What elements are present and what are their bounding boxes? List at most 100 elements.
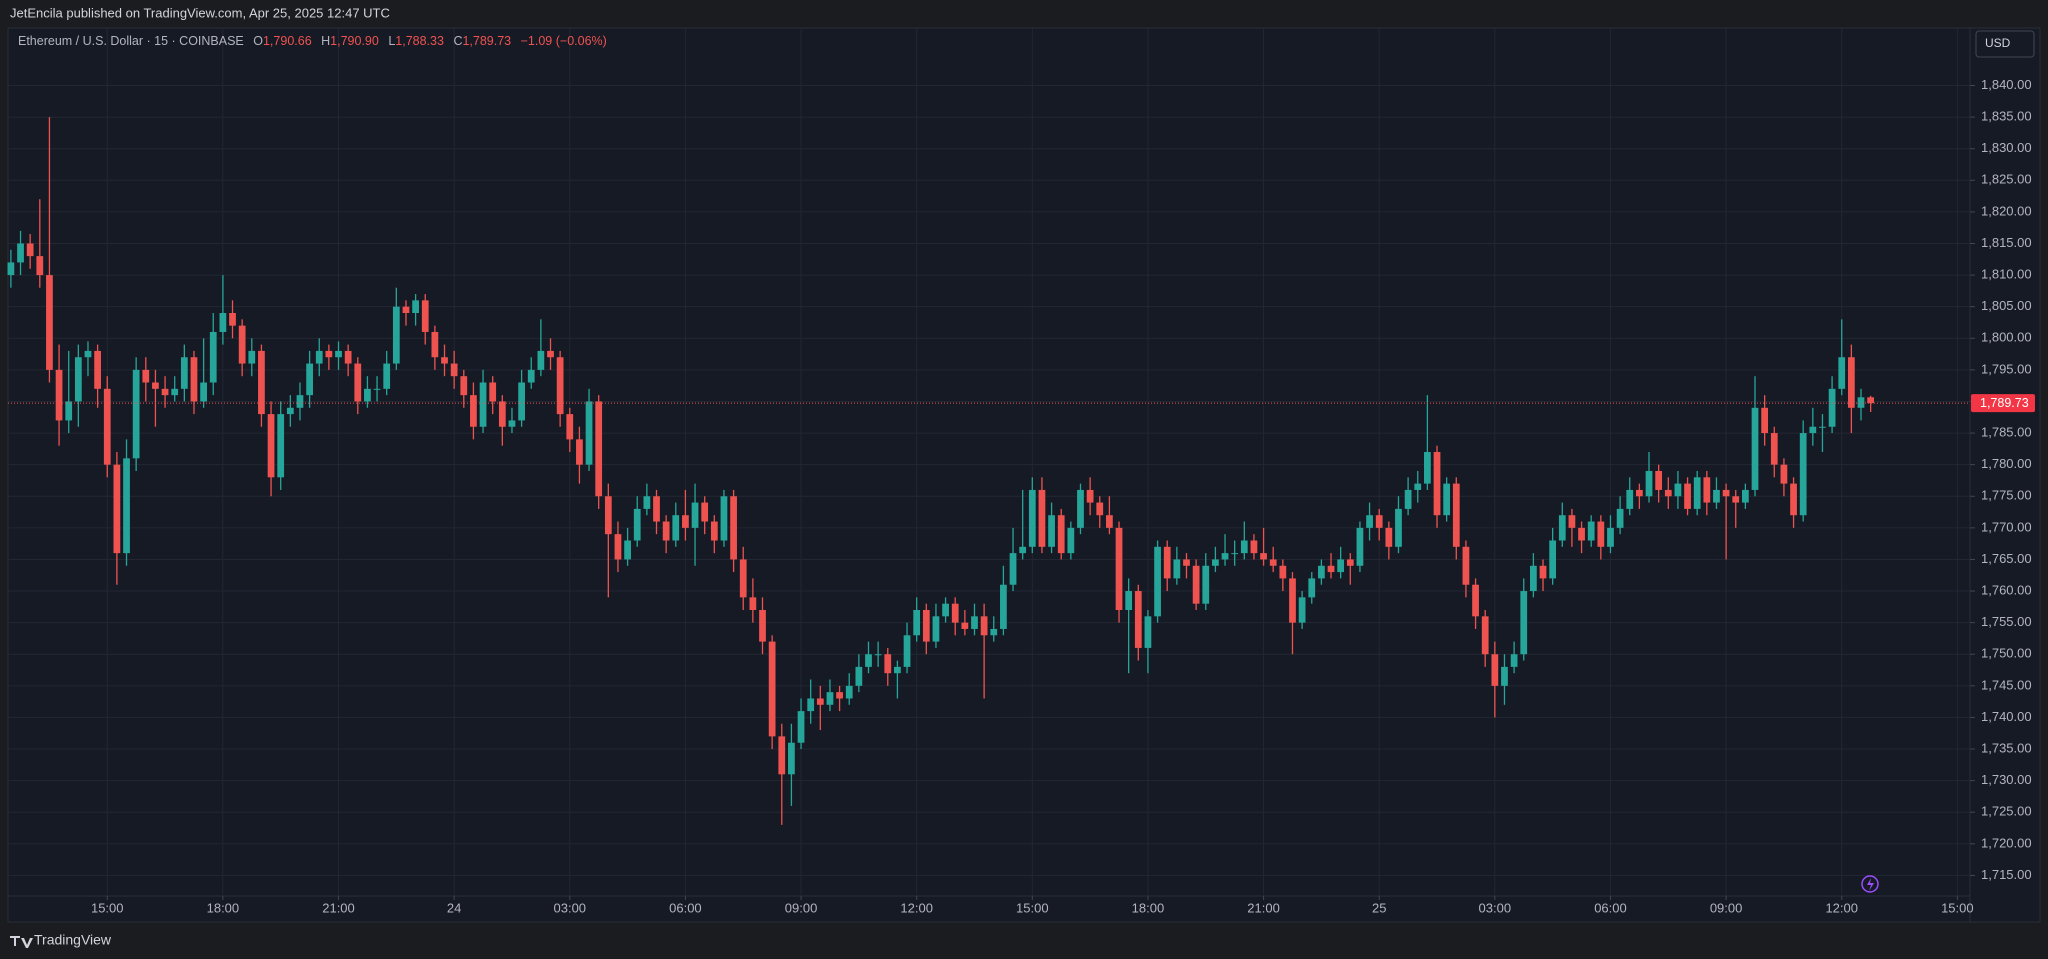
candle-body	[1867, 397, 1875, 404]
y-tick-label: 1,720.00	[1981, 835, 2032, 850]
candle-body	[951, 603, 959, 623]
candle-body	[1154, 546, 1161, 617]
candle-body	[1433, 452, 1441, 516]
last-price-label: 1,789.73	[1980, 396, 2029, 410]
candle-body	[1395, 508, 1402, 547]
candle-body	[1520, 591, 1528, 655]
candle-body	[1019, 546, 1027, 554]
candle-body	[1443, 483, 1451, 516]
candle-body	[1424, 452, 1431, 484]
candle-body	[1819, 426, 1826, 428]
candle-body	[65, 401, 73, 421]
candle-body	[682, 515, 689, 528]
candle-body	[383, 363, 391, 389]
candle-body	[1260, 553, 1267, 560]
x-tick-label: 15:00	[91, 900, 124, 915]
candle-body	[1115, 527, 1123, 611]
candle-body	[84, 350, 92, 358]
candle-body	[797, 711, 805, 743]
candle-body	[1558, 515, 1566, 541]
candle-body	[585, 401, 593, 465]
candle-body	[1192, 565, 1200, 604]
y-tick-label: 1,835.00	[1981, 109, 2032, 124]
y-tick-label: 1,830.00	[1981, 140, 2032, 155]
candle-body	[1269, 559, 1277, 566]
candle-body	[171, 388, 179, 396]
candle-body	[672, 515, 680, 541]
candle-body	[479, 382, 487, 427]
close-value: 1,789.73	[462, 34, 511, 48]
candle-body	[1318, 565, 1325, 579]
candle-body	[219, 312, 227, 332]
x-tick-label: 21:00	[322, 900, 355, 915]
candle-body	[662, 521, 670, 541]
y-tick-label: 1,775.00	[1981, 488, 2032, 503]
candle-body	[248, 350, 256, 364]
candle-body	[1741, 489, 1749, 503]
y-tick-label: 1,815.00	[1981, 235, 2032, 250]
candle-body	[1038, 489, 1046, 547]
candle-body	[1693, 477, 1701, 509]
candle-body	[431, 331, 439, 358]
candle-body	[152, 382, 159, 389]
lightning-bolt	[1867, 878, 1874, 891]
candle-body	[1655, 470, 1663, 490]
candle-body	[1501, 666, 1508, 686]
x-tick-label: 06:00	[669, 900, 702, 915]
candle-body	[653, 496, 660, 522]
candle-body	[1539, 565, 1547, 579]
candle-body	[595, 401, 603, 497]
candle-body	[894, 666, 901, 674]
candle-body	[1761, 407, 1769, 434]
candle-body	[103, 388, 111, 465]
candle-body	[1048, 515, 1055, 547]
candle-body	[1549, 540, 1557, 579]
candle-body	[1366, 515, 1373, 528]
candle-body	[200, 382, 207, 402]
y-tick-label: 1,740.00	[1981, 709, 2032, 724]
lightning-icon[interactable]	[1861, 875, 1879, 893]
candle-body	[980, 616, 988, 636]
y-tick-label: 1,765.00	[1981, 551, 2032, 566]
candle-body	[1289, 578, 1296, 623]
candle-body	[1703, 477, 1711, 503]
candle-body	[373, 388, 381, 390]
candle-body	[1722, 489, 1730, 497]
candle-body	[1106, 515, 1113, 528]
candle-body	[759, 610, 766, 642]
candle-body	[1077, 489, 1084, 528]
open-value: 1,790.66	[263, 34, 312, 48]
candle-body	[826, 692, 834, 705]
y-tick-label: 1,810.00	[1981, 267, 2032, 282]
candle-body	[1221, 553, 1229, 560]
candle-body	[1173, 559, 1181, 579]
candle-body	[441, 357, 448, 364]
candle-body	[884, 654, 892, 674]
y-tick-label: 1,770.00	[1981, 519, 2032, 534]
candle-body	[392, 306, 400, 364]
candle-body	[816, 698, 824, 705]
candle-body	[7, 262, 15, 276]
candle-body	[874, 654, 882, 656]
change-value: −1.09 (−0.06%)	[521, 34, 607, 48]
y-tick-label: 1,840.00	[1981, 77, 2032, 92]
candle-body	[1028, 489, 1036, 547]
candle-body	[1491, 654, 1499, 686]
candle-body	[489, 382, 497, 402]
candle-body	[1067, 527, 1075, 554]
currency-label[interactable]: USD	[1985, 36, 2011, 50]
candle-body	[296, 395, 304, 408]
x-tick-label: 21:00	[1247, 900, 1280, 915]
candle-body	[1857, 397, 1865, 408]
candle-body	[942, 603, 949, 617]
candle-body	[354, 363, 362, 402]
candle-body	[1125, 591, 1133, 611]
candle-body	[1279, 565, 1287, 579]
candle-body	[1847, 357, 1855, 408]
currency-button[interactable]	[1975, 30, 2035, 58]
x-tick-label: 03:00	[1479, 900, 1512, 915]
candle-body	[768, 641, 776, 737]
y-tick-label: 1,755.00	[1981, 614, 2032, 629]
candle-body	[1790, 483, 1797, 516]
candle-body	[1616, 508, 1624, 528]
